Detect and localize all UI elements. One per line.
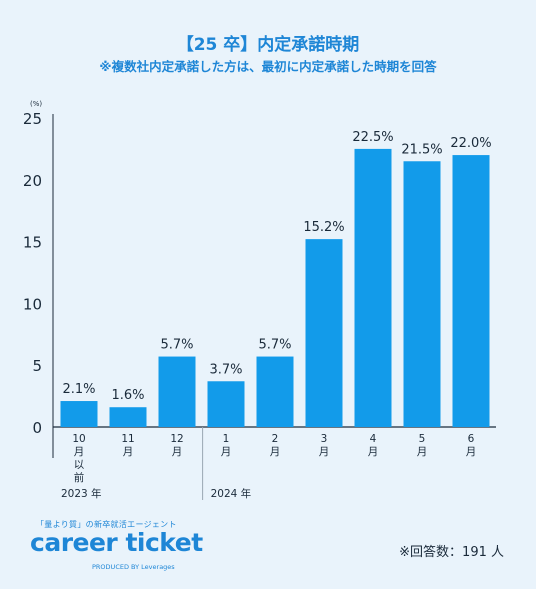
category-label-7: 5 <box>419 433 426 445</box>
category-label-8: 6 <box>468 433 475 445</box>
category-label-0: 以 <box>74 459 85 471</box>
bar-6 <box>354 148 392 427</box>
category-label-6: 4 <box>370 433 377 445</box>
chart-title: 【25 卒】内定承諾時期 <box>176 35 360 55</box>
produced-by-label: PRODUCED BY Leverages <box>92 563 175 571</box>
y-tick-label: 25 <box>23 110 42 128</box>
bar-7 <box>403 161 441 427</box>
chart-subtitle: ※複数社内定承諾した方は、最初に内定承諾した時期を回答 <box>99 59 437 74</box>
y-tick-label: 15 <box>23 234 42 252</box>
value-label-6: 22.5% <box>352 130 393 145</box>
value-label-3: 3.7% <box>209 362 242 377</box>
bar-0 <box>60 401 98 427</box>
category-label-6: 月 <box>368 446 379 458</box>
bar-1 <box>109 407 147 427</box>
y-tick-label: 5 <box>32 357 42 375</box>
category-label-4: 2 <box>272 433 279 445</box>
y-tick-label: 0 <box>32 419 42 437</box>
category-label-4: 月 <box>270 446 281 458</box>
value-label-4: 5.7% <box>258 338 291 353</box>
career-ticket-logo: career ticket <box>30 528 203 557</box>
value-label-7: 21.5% <box>401 142 442 157</box>
y-axis-unit: (%) <box>30 100 42 108</box>
y-tick-label: 10 <box>23 295 42 313</box>
bar-2 <box>158 356 196 427</box>
bar-3 <box>207 381 245 427</box>
category-label-0: 前 <box>74 471 85 484</box>
category-label-2: 12 <box>170 433 183 445</box>
category-label-1: 11 <box>121 433 134 445</box>
value-label-0: 2.1% <box>62 382 95 397</box>
y-tick-label: 20 <box>23 172 42 190</box>
bar-5 <box>305 239 343 427</box>
value-label-5: 15.2% <box>303 220 344 235</box>
category-label-0: 10 <box>72 433 85 445</box>
category-label-5: 3 <box>321 433 328 445</box>
bar-8 <box>452 155 490 427</box>
respondent-count: ※回答数：191 人 <box>399 545 504 560</box>
year-label-0: 2023 年 <box>61 487 102 500</box>
year-label-1: 2024 年 <box>211 487 252 500</box>
category-label-7: 月 <box>417 446 428 458</box>
category-label-0: 月 <box>74 446 85 458</box>
value-label-1: 1.6% <box>111 388 144 403</box>
brand-tagline: 「量より質」の新卒就活エージェント <box>36 520 177 529</box>
bar-4 <box>256 356 294 427</box>
category-label-1: 月 <box>123 446 134 458</box>
category-label-3: 1 <box>223 433 230 445</box>
category-label-3: 月 <box>221 446 232 458</box>
category-label-2: 月 <box>172 446 183 458</box>
category-label-5: 月 <box>319 446 330 458</box>
value-label-2: 5.7% <box>160 338 193 353</box>
category-label-8: 月 <box>466 446 477 458</box>
value-label-8: 22.0% <box>450 136 491 151</box>
